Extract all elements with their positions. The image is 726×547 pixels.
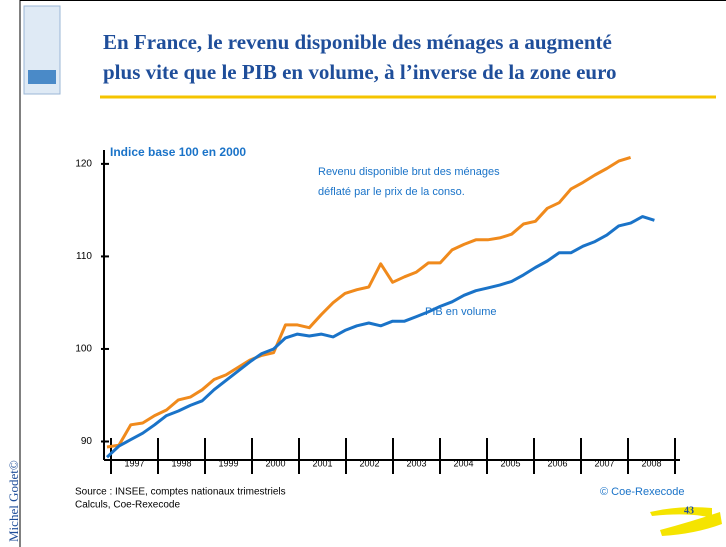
y-tick-label: 90 [81,436,93,447]
series-label: Revenu disponible brut des ménages [318,166,500,178]
series-label: déflaté par le prix de la conso. [318,186,465,198]
slide: En France, le revenu disponible des ména… [0,0,726,547]
author: Michel Godet© [6,460,21,542]
x-tick-label: 2008 [641,458,661,468]
x-tick-label: 1997 [124,458,144,468]
x-tick-label: 2007 [594,458,614,468]
source: Calculs, Coe-Rexecode [75,500,180,511]
title-line: En France, le revenu disponible des ména… [103,30,612,54]
x-tick-label: 2001 [312,458,332,468]
x-tick-label: 2006 [547,458,567,468]
y-tick-label: 110 [76,251,92,262]
x-tick-label: 2005 [500,458,520,468]
logo-band [28,70,56,84]
y-axis-title: Indice base 100 en 2000 [110,145,246,159]
x-tick-label: 2002 [359,458,379,468]
page-number: 43 [684,505,694,516]
series-label: PIB en volume [425,306,497,318]
title-line: plus vite que le PIB en volume, à l’inve… [103,60,617,84]
credit: © Coe-Rexecode [600,486,685,498]
source: Source : INSEE, comptes nationaux trimes… [75,487,286,498]
x-tick-label: 1998 [171,458,191,468]
x-tick-label: 2000 [265,458,285,468]
y-tick-label: 100 [75,344,92,355]
x-tick-label: 2004 [453,458,473,468]
x-tick-label: 2003 [406,458,426,468]
page: En France, le revenu disponible des ména… [0,0,726,547]
y-tick-label: 120 [75,159,92,170]
x-tick-label: 1999 [218,458,238,468]
